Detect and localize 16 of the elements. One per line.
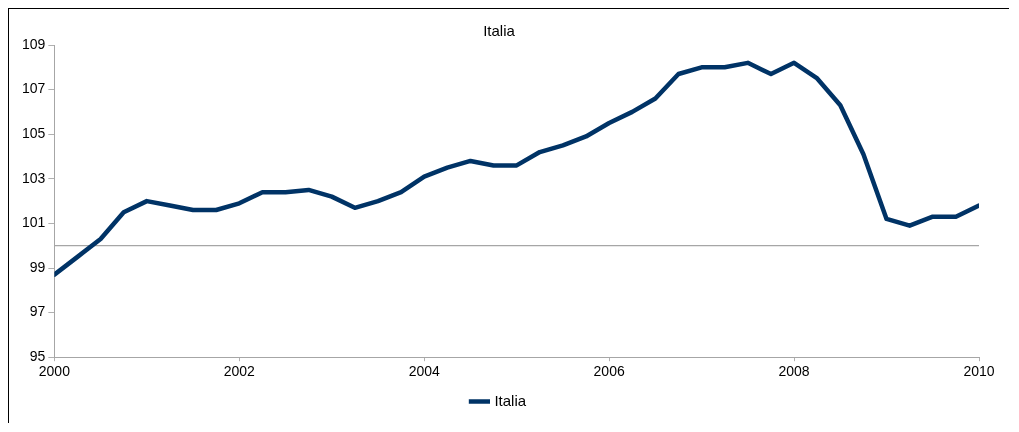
chart-title: Italia [483, 22, 516, 40]
legend-label: Italia [494, 391, 527, 409]
y-tick-label: 107 [22, 80, 46, 97]
y-tick-label: 95 [29, 348, 46, 365]
y-tick-label: 105 [22, 125, 46, 142]
y-tick-label: 99 [29, 258, 46, 275]
x-tick-label: 2008 [778, 363, 810, 380]
y-tick-label: 97 [29, 303, 46, 320]
y-tick-label: 103 [22, 169, 46, 186]
x-tick-label: 2006 [593, 363, 625, 380]
y-tick-label: 101 [22, 214, 46, 231]
x-tick-label: 2000 [38, 363, 71, 380]
y-tick-label: 109 [22, 35, 46, 52]
x-tick-label: 2002 [223, 363, 256, 380]
x-tick-label: 2010 [963, 363, 995, 380]
x-tick-label: 2004 [408, 363, 440, 380]
